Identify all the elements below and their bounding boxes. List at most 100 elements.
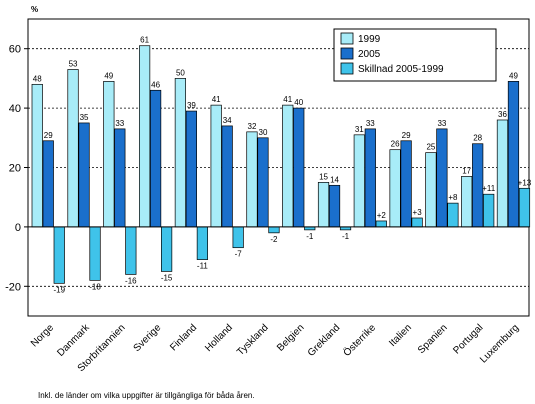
footnote: Inkl. de länder om vilka uppgifter är ti… — [38, 391, 255, 400]
y-tick-label: 0 — [15, 222, 21, 234]
bar-spanien-1999 — [425, 152, 437, 228]
data-label-portugal-2005: 28 — [473, 134, 482, 143]
data-label-grekland-2005: 14 — [330, 175, 339, 184]
category-label-belgien: Belgien — [275, 322, 306, 353]
bar-osterrike-difference — [375, 220, 387, 228]
y-axis-unit-label: % — [31, 5, 38, 14]
bar-luxemburg-difference — [518, 187, 531, 228]
bar-portugal-1999 — [461, 176, 473, 228]
data-label-italien-1999: 26 — [391, 140, 400, 149]
bar-luxemburg-1999 — [496, 119, 509, 228]
data-label-norge-1999: 48 — [33, 74, 42, 83]
data-label-storbritannien-1999: 49 — [104, 71, 113, 80]
data-label-osterrike-2005: 33 — [366, 119, 375, 128]
data-label-osterrike-1999: 31 — [355, 125, 364, 134]
data-label-portugal-1999: 17 — [462, 166, 471, 175]
legend-swatch-difference — [340, 62, 354, 75]
bar-danmark-2005 — [78, 122, 90, 228]
bar-portugal-difference — [483, 193, 495, 228]
bar-spanien-2005 — [436, 128, 448, 228]
category-label-finland: Finland — [168, 322, 199, 353]
data-label-finland-1999: 50 — [176, 68, 185, 77]
category-label-italien: Italien — [387, 322, 414, 349]
bar-norge-difference — [53, 226, 65, 284]
data-label-italien-difference: +3 — [413, 208, 423, 217]
legend-label-difference: Skillnad 2005-1999 — [358, 64, 444, 75]
bar-holland-difference — [232, 226, 244, 249]
bar-grekland-2005 — [328, 184, 341, 228]
data-label-spanien-1999: 25 — [426, 143, 435, 152]
bar-sverige-1999 — [139, 45, 151, 228]
category-label-spanien: Spanien — [416, 322, 450, 356]
category-label-portugal: Portugal — [451, 322, 485, 356]
data-label-storbritannien-difference: -16 — [125, 276, 137, 285]
legend-box — [333, 28, 497, 82]
bar-danmark-1999 — [67, 69, 79, 228]
y-tick-label: 40 — [9, 103, 21, 115]
data-label-finland-2005: 39 — [187, 101, 196, 110]
legend-label-1999: 1999 — [358, 34, 381, 45]
category-label-tyskland: Tyskland — [235, 322, 271, 358]
data-label-holland-2005: 34 — [223, 116, 232, 125]
category-label-danmark: Danmark — [55, 322, 92, 359]
data-label-osterrike-difference: +2 — [377, 211, 387, 220]
data-label-portugal-difference: +11 — [482, 184, 496, 193]
bars — [31, 45, 531, 284]
bar-luxemburg-2005 — [507, 81, 520, 228]
bar-storbritannien-1999 — [103, 81, 115, 228]
data-label-danmark-difference: -18 — [89, 282, 101, 291]
legend: 1999 2005 Skillnad 2005-1999 — [333, 28, 497, 82]
category-label-osterrike: Österrike — [341, 321, 378, 358]
data-label-tyskland-1999: 32 — [248, 122, 257, 131]
data-label-sverige-1999: 61 — [140, 36, 149, 45]
bar-belgien-2005 — [293, 107, 305, 228]
category-label-luxemburg: Luxemburg — [478, 322, 521, 365]
data-label-norge-difference: -19 — [53, 285, 65, 294]
bar-tyskland-1999 — [246, 131, 258, 228]
data-label-holland-1999: 41 — [212, 95, 221, 104]
bar-osterrike-1999 — [353, 134, 365, 228]
data-label-belgien-1999: 41 — [283, 95, 292, 104]
data-label-storbritannien-2005: 33 — [115, 119, 124, 128]
data-label-grekland-1999: 15 — [319, 172, 328, 181]
bar-finland-2005 — [185, 110, 197, 228]
legend-label-2005: 2005 — [358, 49, 381, 60]
category-label-holland: Holland — [203, 322, 235, 354]
bar-storbritannien-difference — [125, 226, 137, 275]
data-label-danmark-2005: 35 — [80, 113, 89, 122]
bar-storbritannien-2005 — [114, 128, 126, 228]
data-label-finland-difference: -11 — [197, 262, 209, 271]
y-axis-ticks: -20 0 20 40 60 — [5, 44, 28, 293]
y-tick-label: 20 — [9, 163, 21, 175]
bar-danmark-difference — [89, 226, 101, 281]
bar-tyskland-difference — [268, 226, 280, 234]
legend-swatch-1999 — [340, 32, 354, 45]
bar-italien-2005 — [400, 140, 412, 228]
y-tick-label: -20 — [5, 281, 21, 293]
bar-finland-1999 — [174, 78, 186, 228]
data-label-grekland-difference: -1 — [342, 232, 350, 241]
bar-spanien-difference — [447, 202, 459, 228]
data-label-luxemburg-1999: 36 — [498, 110, 507, 119]
bar-grekland-1999 — [317, 182, 330, 228]
category-label-norge: Norge — [29, 322, 56, 349]
bar-sverige-difference — [161, 226, 173, 272]
bar-italien-1999 — [389, 149, 401, 228]
category-label-sverige: Sverige — [132, 322, 164, 354]
data-label-belgien-2005: 40 — [294, 98, 303, 107]
data-label-spanien-2005: 33 — [437, 119, 446, 128]
bar-norge-2005 — [42, 140, 54, 228]
bar-tyskland-2005 — [257, 137, 269, 228]
category-label-grekland: Grekland — [306, 322, 342, 358]
data-label-danmark-1999: 53 — [69, 59, 78, 68]
data-label-italien-2005: 29 — [402, 131, 411, 140]
bar-norge-1999 — [31, 83, 43, 228]
data-label-norge-2005: 29 — [44, 131, 53, 140]
bar-italien-difference — [411, 217, 423, 228]
data-label-luxemburg-2005: 49 — [509, 71, 518, 80]
data-label-spanien-difference: +8 — [448, 193, 458, 202]
data-label-sverige-2005: 46 — [151, 80, 160, 89]
bar-holland-1999 — [210, 104, 222, 228]
